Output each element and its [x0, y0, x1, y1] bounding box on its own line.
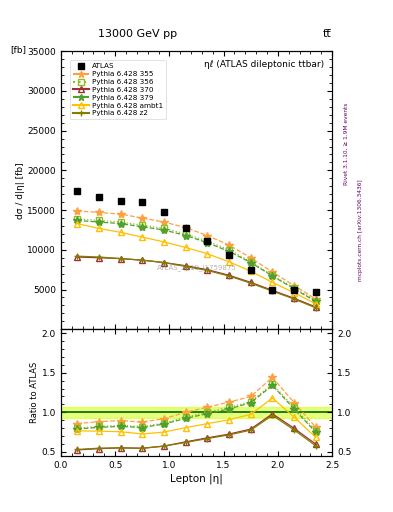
Text: tt̅: tt̅ [323, 29, 331, 39]
X-axis label: Lepton |η|: Lepton |η| [170, 474, 223, 484]
Text: Rivet 3.1.10, ≥ 1.9M events: Rivet 3.1.10, ≥ 1.9M events [344, 102, 349, 184]
Text: [fb]: [fb] [10, 45, 26, 54]
Text: mcplots.cern.ch [arXiv:1306.3436]: mcplots.cern.ch [arXiv:1306.3436] [358, 180, 364, 281]
Legend: ATLAS, Pythia 6.428 355, Pythia 6.428 356, Pythia 6.428 370, Pythia 6.428 379, P: ATLAS, Pythia 6.428 355, Pythia 6.428 35… [70, 60, 166, 119]
Text: ATLAS_2019_I1759875: ATLAS_2019_I1759875 [157, 265, 236, 271]
Text: 13000 GeV pp: 13000 GeV pp [98, 29, 177, 39]
Bar [61, 407, 332, 418]
Y-axis label: dσ / d|η| [fb]: dσ / d|η| [fb] [16, 162, 24, 219]
Y-axis label: Ratio to ATLAS: Ratio to ATLAS [30, 362, 39, 423]
Text: ηℓ (ATLAS dileptonic ttbar): ηℓ (ATLAS dileptonic ttbar) [204, 59, 324, 69]
